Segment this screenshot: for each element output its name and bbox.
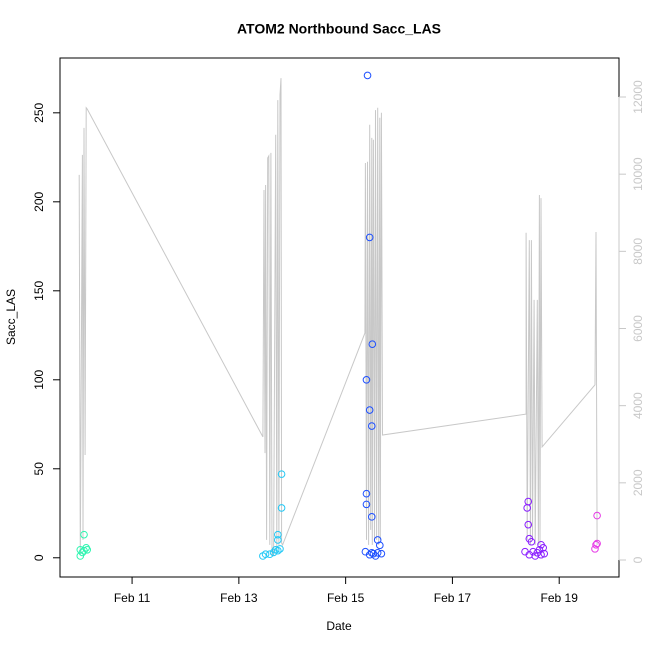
x-tick-label: Feb 17 [434,591,472,605]
point [365,406,374,414]
point [80,546,88,555]
point [368,548,376,557]
y2-tick-label: 8000 [631,238,645,265]
chart-title: ATOM2 Northbound Sacc_LAS [237,21,441,37]
point [368,340,377,348]
point [274,536,282,544]
point [363,71,372,80]
point [368,422,376,430]
x-tick-label: Feb 19 [541,591,579,605]
point [537,550,545,559]
y2-tick-label: 0 [631,556,645,563]
point [365,233,374,242]
y-tick-label: 100 [32,369,46,389]
y2-tick-label: 4000 [631,392,645,419]
point [274,546,282,555]
point [276,545,284,553]
x-axis-label: Date [326,619,352,633]
point [362,500,371,509]
point [83,545,92,554]
point [80,530,88,539]
point [277,504,286,512]
point [593,539,601,548]
point [524,497,533,506]
y-axis-label: Sacc_LAS [4,289,18,345]
point [274,530,282,539]
y-tick-label: 0 [32,554,46,561]
point [362,375,371,384]
y-tick-label: 50 [32,462,46,476]
y-tick-label: 150 [32,280,46,300]
point [365,550,374,559]
y-tick-label: 250 [32,102,46,122]
x-tick-label: Feb 13 [220,591,258,605]
y2-tick-label: 2000 [631,469,645,496]
point [368,513,376,521]
y2-tick-label: 6000 [631,315,645,342]
secondary-line [78,78,598,556]
y2-tick-label: 12000 [631,80,645,114]
point [277,470,286,478]
point [540,549,549,558]
point [362,489,371,498]
point [539,544,547,552]
point [266,550,274,559]
point [525,550,534,559]
point [373,536,382,544]
y2-tick-label: 10000 [631,157,645,191]
point [527,537,536,546]
point [369,549,378,558]
point [592,540,600,549]
point [593,511,601,520]
x-tick-label: Feb 15 [327,591,365,605]
y-tick-label: 200 [32,191,46,211]
point [261,550,270,559]
point [591,545,599,553]
point [524,520,533,529]
point [376,541,384,550]
point [76,552,85,560]
x-tick-label: Feb 11 [114,591,151,605]
